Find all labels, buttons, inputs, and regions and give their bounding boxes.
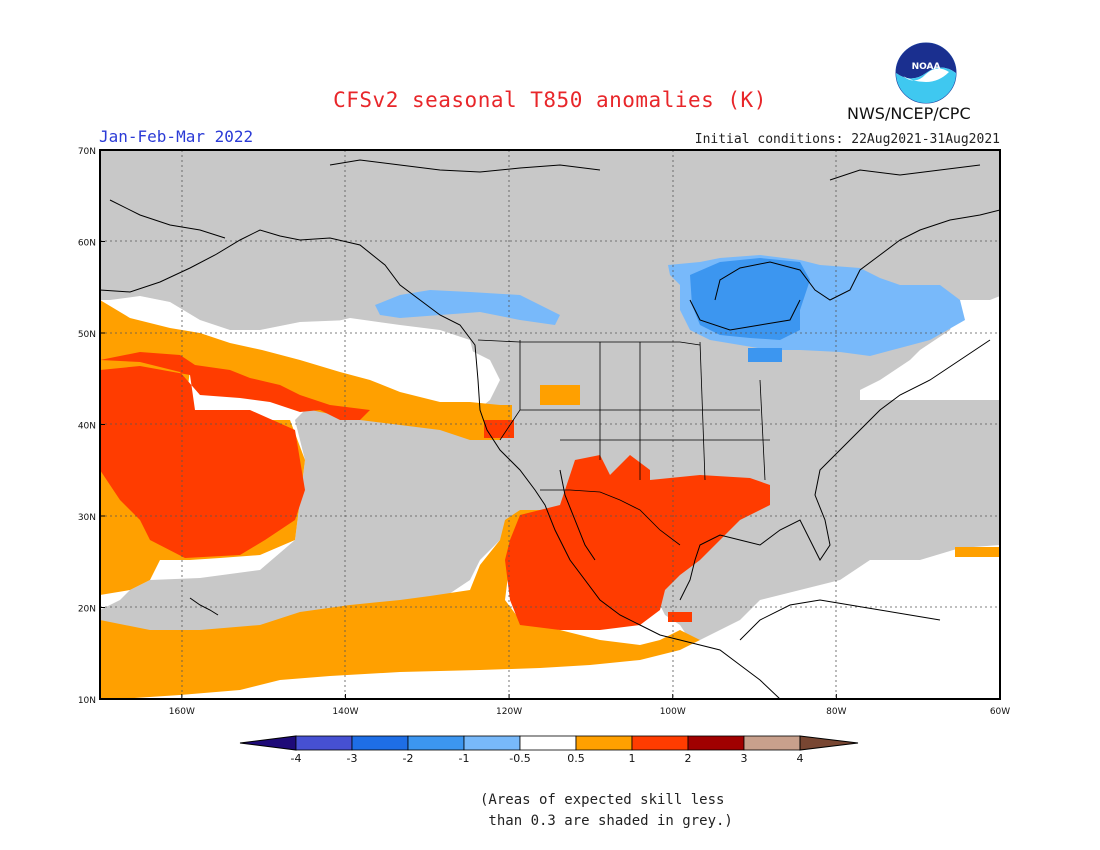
- lat-label: 50N: [78, 330, 96, 340]
- lat-label: 10N: [78, 696, 96, 706]
- borders: [477, 339, 770, 546]
- colorbar-segment: [519, 735, 577, 751]
- lon-label: 140W: [332, 707, 358, 717]
- colorbar-low-extend: [239, 735, 297, 751]
- colorbar-segment: [351, 735, 409, 751]
- colorbar-tick-label: -2: [403, 752, 414, 765]
- lat-label: 70N: [78, 147, 96, 157]
- pacific-warm-band-south: [100, 510, 700, 699]
- colorbar-segment: [631, 735, 689, 751]
- lon-label: 100W: [660, 707, 686, 717]
- lon-label: 160W: [169, 707, 195, 717]
- mexico-southern-us-warm: [505, 455, 770, 630]
- colorbar-segment: [687, 735, 745, 751]
- season-label: Jan-Feb-Mar 2022: [99, 127, 254, 146]
- colorbar-tick-label: 4: [797, 752, 804, 765]
- lat-label: 40N: [78, 422, 96, 432]
- colorbar-tick-label: 1: [629, 752, 636, 765]
- warm-patch-gulf-coast: [668, 612, 692, 622]
- colorbar-tick-label: -1: [459, 752, 470, 765]
- colorbar-tick-label: 0.5: [567, 752, 585, 765]
- cold-patch-lakes: [748, 348, 782, 362]
- lon-label: 120W: [496, 707, 522, 717]
- warm-patch-colorado: [540, 385, 580, 405]
- colorbar-tick-label: 2: [685, 752, 692, 765]
- initial-conditions-label: Initial conditions: 22Aug2021-31Aug2021: [694, 132, 1000, 147]
- warm-patch-gulf: [955, 547, 1000, 557]
- coastlines: [100, 159, 1000, 699]
- neutral-west-us: [260, 318, 480, 405]
- colorbar-segment: [743, 735, 801, 751]
- lat-label: 20N: [78, 605, 96, 615]
- agency-label: NWS/NCEP/CPC: [847, 104, 971, 123]
- lat-label: 30N: [78, 513, 96, 523]
- skill-note-line1: (Areas of expected skill less: [480, 792, 725, 808]
- colorbar-segment: [407, 735, 465, 751]
- colorbar-tick-label: -3: [347, 752, 358, 765]
- noaa-logo: NOAA: [895, 42, 957, 104]
- lon-label: 80W: [826, 707, 846, 717]
- longitude-axis: 160W 140W 120W 100W 80W 60W: [169, 694, 1010, 717]
- colorbar-segment: [295, 735, 353, 751]
- colorbar-segment: [463, 735, 521, 751]
- colorbar-tick-label: -4: [291, 752, 302, 765]
- colorbar-tick-label: -0.5: [509, 752, 530, 765]
- skill-note-line2: than 0.3 are shaded in grey.): [480, 813, 733, 829]
- chart-title: CFSv2 seasonal T850 anomalies (K): [333, 88, 767, 112]
- colorbar-high-extend: [799, 735, 859, 751]
- colorbar: -4 -3 -2 -1 -0.5 0.5 1 2 3 4: [239, 735, 859, 765]
- skill-note: (Areas of expected skill less than 0.3 a…: [480, 790, 733, 832]
- warm-patch-nevada: [484, 420, 514, 438]
- logo-text: NOAA: [912, 62, 941, 72]
- colorbar-tick-label: 3: [741, 752, 748, 765]
- colorbar-segment: [575, 735, 633, 751]
- latitude-axis: 70N 60N 50N 40N 30N 20N 10N: [78, 147, 105, 706]
- lat-label: 60N: [78, 239, 96, 249]
- canada-cold-west: [375, 290, 560, 325]
- lon-label: 60W: [990, 707, 1010, 717]
- north-pacific-warm-core: [100, 352, 370, 558]
- canada-cold-hudson: [690, 258, 810, 340]
